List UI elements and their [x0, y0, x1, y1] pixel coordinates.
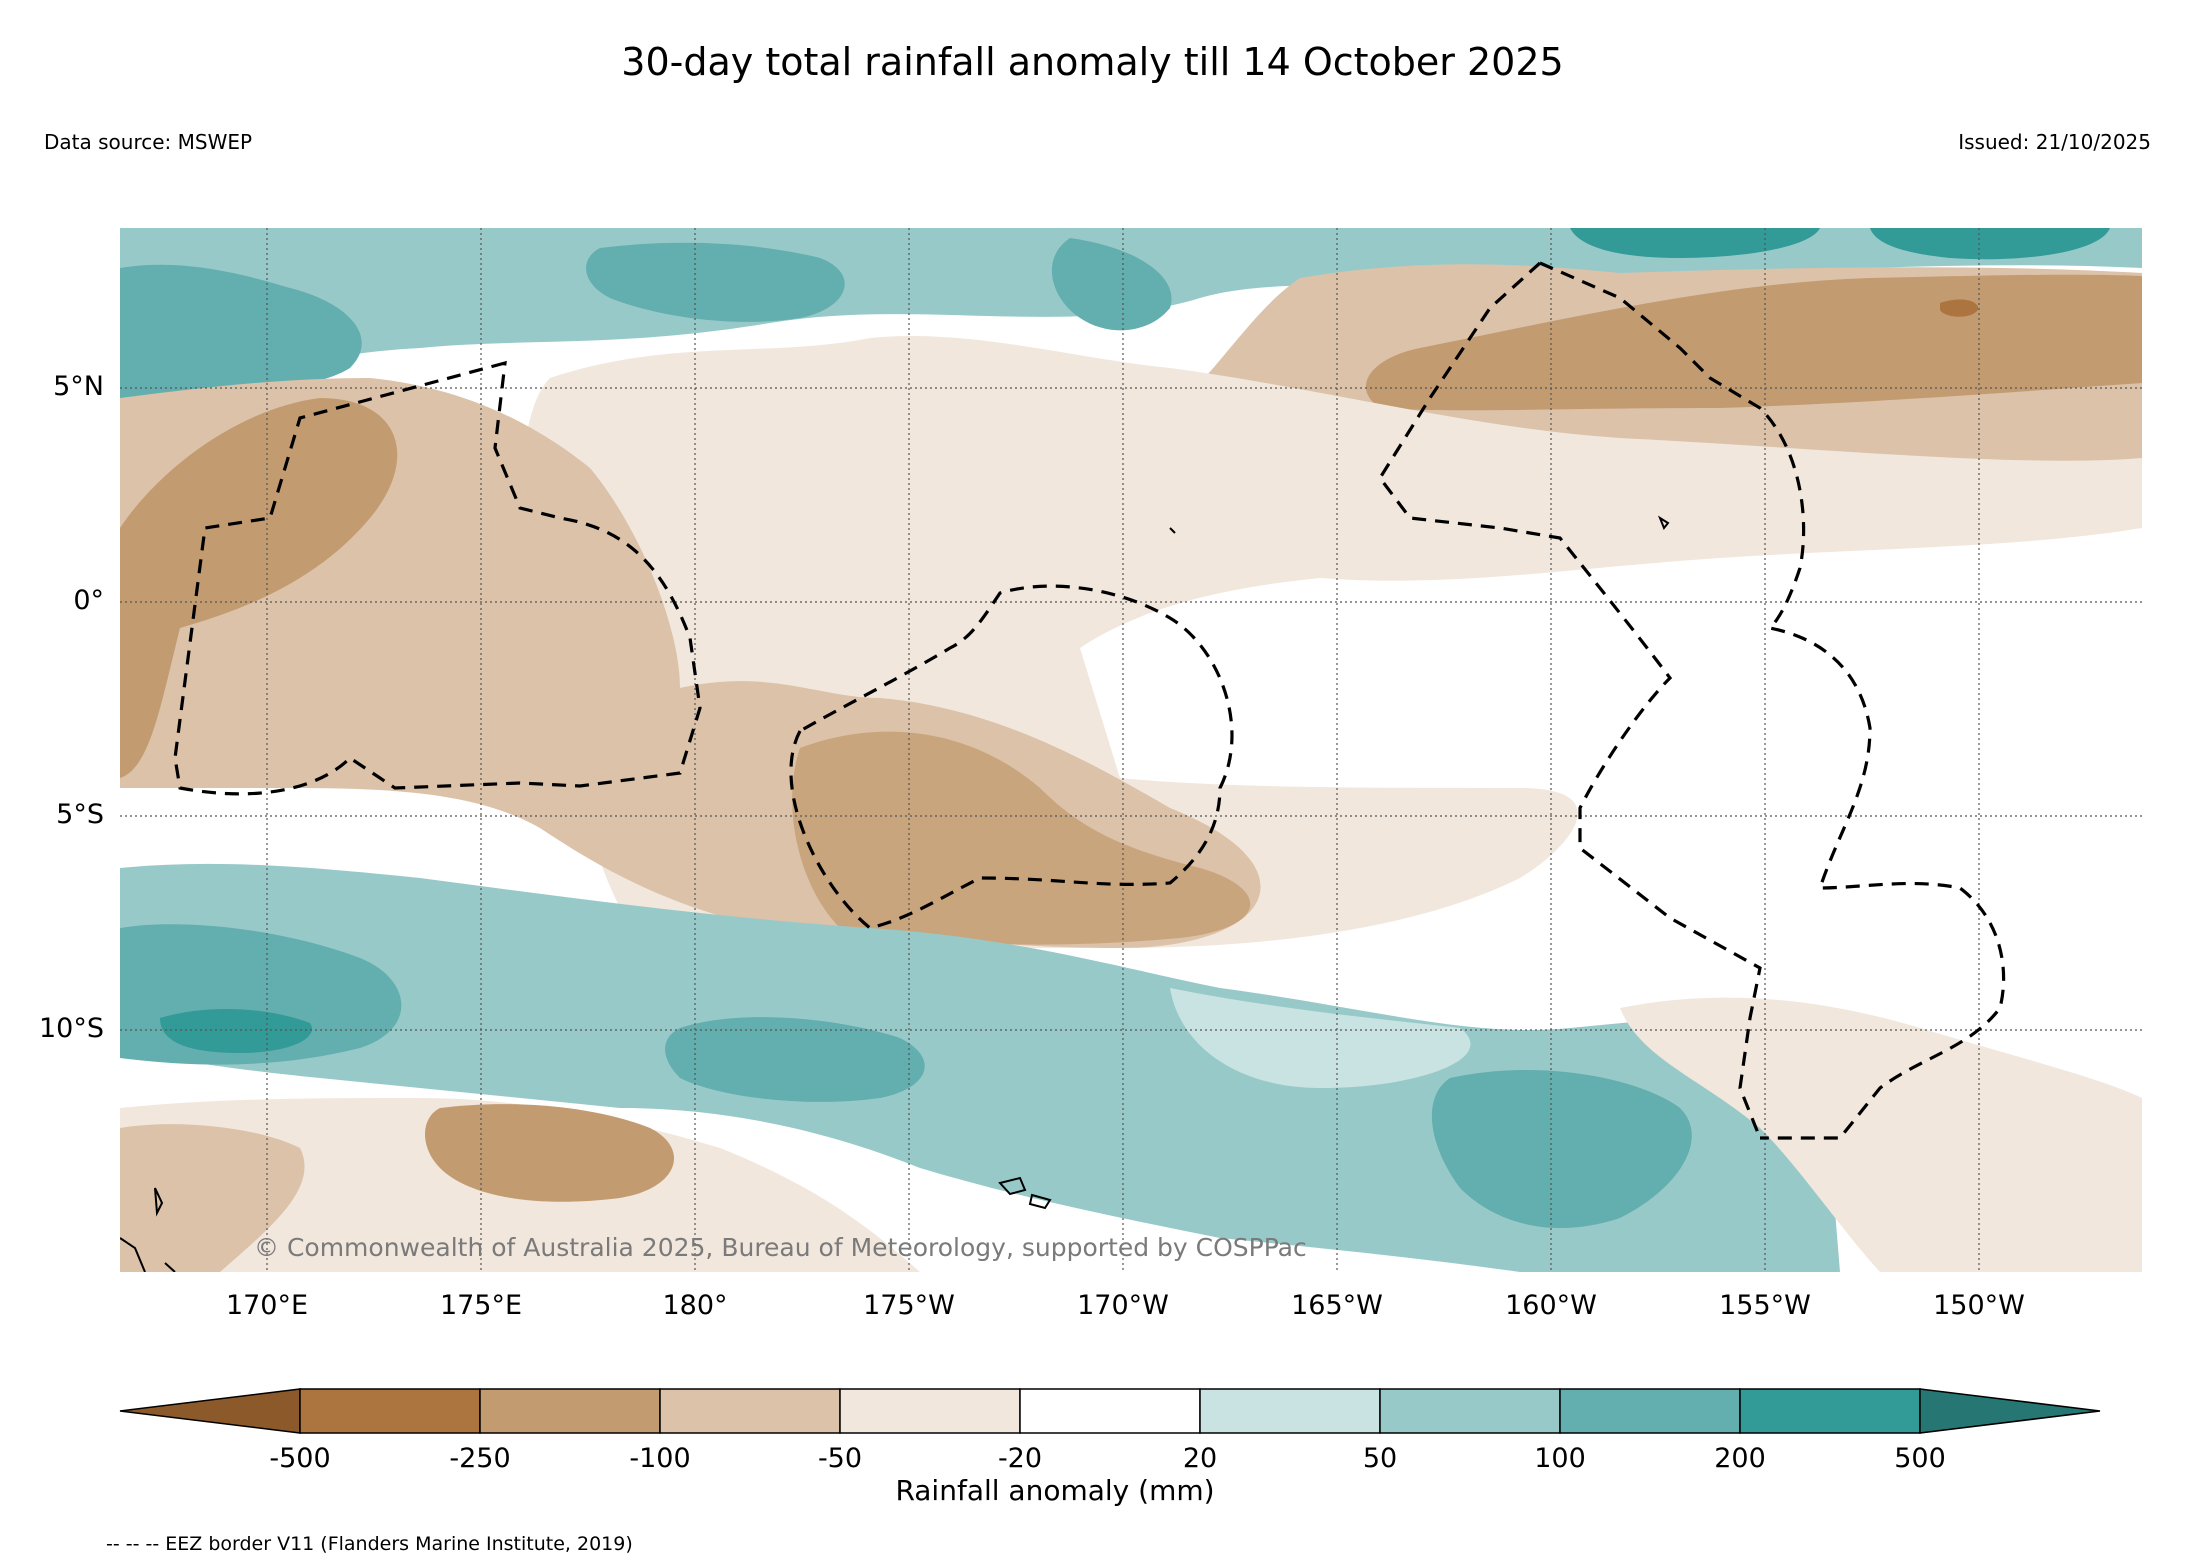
dry-band-south-east: [1620, 997, 2142, 1272]
colorbar-tick-label: 200: [1714, 1443, 1766, 1474]
lon-label-170e: 170°E: [225, 1290, 309, 1321]
lon-label-175e: 175°E: [439, 1290, 523, 1321]
eez-kiribati-phoenix: [789, 584, 1234, 930]
lat-label-5n: 5°N: [53, 371, 104, 402]
colorbar-tick-label: 50: [1362, 1443, 1398, 1474]
wet-core-north-4: [1570, 228, 1820, 258]
colorbar-swatch: [659, 1388, 841, 1434]
colorbar-tick-label: -500: [269, 1443, 331, 1474]
colorbar-swatch: [479, 1388, 661, 1434]
colorbar-tick-label: -50: [817, 1443, 863, 1474]
island-vanuatu: [154, 1187, 164, 1217]
eez-kiribati-gilbert: [173, 360, 702, 796]
colorbar-swatch: [299, 1388, 481, 1434]
lat-label-5s: 5°S: [56, 799, 104, 830]
lon-label-150w: 150°W: [1933, 1290, 2025, 1321]
colorbar-tick-label: -20: [997, 1443, 1043, 1474]
colorbar-tick-label: -250: [449, 1443, 511, 1474]
colorbar-swatch: [1379, 1388, 1561, 1434]
dry-core-west: [120, 398, 398, 778]
lon-label-165w: 165°W: [1291, 1290, 1383, 1321]
lon-label-175w: 175°W: [863, 1290, 955, 1321]
dry-core-central: [792, 731, 1251, 945]
colorbar-title: Rainfall anomaly (mm): [895, 1474, 1215, 1507]
island-solomon: [120, 1237, 176, 1272]
wet-band-south: [120, 863, 1840, 1272]
eez-legend-note: -- -- -- EEZ border V11 (Flanders Marine…: [106, 1533, 633, 1555]
graticule: [120, 228, 2142, 1272]
island-kiritimati: [1657, 515, 1670, 530]
lon-label-180: 180°: [662, 1290, 728, 1321]
islands: [120, 515, 1670, 1272]
lat-label-10s: 10°S: [39, 1013, 104, 1044]
dry-core-south-west: [425, 1104, 674, 1202]
colorbar-tick-label: 20: [1182, 1443, 1218, 1474]
colorbar-swatch: [1019, 1388, 1201, 1434]
colorbar-extend-low: [119, 1388, 301, 1434]
colorbar-swatches: [119, 1388, 2101, 1434]
lat-label-equator: 0°: [73, 585, 104, 616]
colorbar-swatch: [839, 1388, 1021, 1434]
data-source-label: Data source: MSWEP: [44, 130, 253, 154]
eez-borders: [173, 261, 2006, 1140]
colorbar-tick-label: -100: [629, 1443, 691, 1474]
wet-core-north-5: [1870, 228, 2110, 260]
dry-mid-south-west: [120, 1124, 305, 1272]
colorbar-extend-high: [1919, 1388, 2101, 1434]
wet-core-south-central: [665, 1017, 925, 1102]
wet-light-south-central: [1170, 988, 1471, 1088]
wet-core-north-3: [1051, 238, 1172, 331]
lon-label-160w: 160°W: [1505, 1290, 1597, 1321]
dry-spot-north-east: [1940, 299, 1979, 317]
eez-line-islands-west: [1378, 261, 1762, 1139]
colorbar-swatch: [1199, 1388, 1381, 1434]
island-fiji-2: [1028, 1193, 1052, 1210]
issued-date-label: Issued: 21/10/2025: [1958, 130, 2151, 154]
island-fiji-1: [998, 1176, 1027, 1196]
rainfall-anomaly-map: [120, 228, 2142, 1272]
wet-core-south-west-deep: [160, 1008, 312, 1053]
copyright-notice: © Commonwealth of Australia 2025, Bureau…: [254, 1233, 1307, 1262]
island-small-1: [1169, 527, 1176, 534]
colorbar-tick-label: 100: [1534, 1443, 1586, 1474]
colorbar-swatch: [1739, 1388, 1921, 1434]
colorbar: [0, 1385, 2185, 1455]
colorbar-swatch: [1559, 1388, 1741, 1434]
eez-line-islands: [1539, 261, 2006, 1140]
lon-label-155w: 155°W: [1719, 1290, 1811, 1321]
wet-core-north-2: [586, 242, 845, 322]
map-title: 30-day total rainfall anomaly till 14 Oc…: [621, 40, 1564, 84]
lon-label-170w: 170°W: [1077, 1290, 1169, 1321]
colorbar-tick-label: 500: [1894, 1443, 1946, 1474]
wet-core-south-east: [1431, 1069, 1692, 1228]
